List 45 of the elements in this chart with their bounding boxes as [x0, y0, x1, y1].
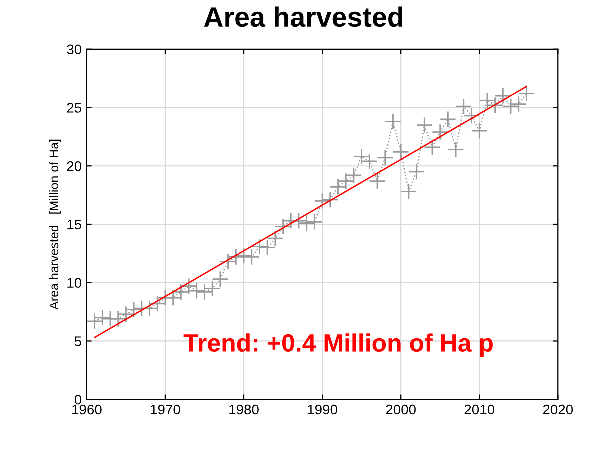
x-tick-label: 1980: [230, 404, 259, 415]
point: [463, 108, 480, 124]
point: [94, 310, 111, 326]
point: [86, 313, 104, 330]
y-tick-label: 20: [67, 161, 82, 172]
y-tick-label: 25: [67, 103, 82, 113]
point: [408, 164, 426, 180]
x-tick-label: 2000: [386, 404, 416, 415]
chart-title: Area harvested: [204, 6, 403, 28]
annotation: Trend: +0.4 Million of Ha p: [184, 334, 493, 357]
point: [440, 111, 457, 128]
y-tick-label: 30: [67, 44, 82, 55]
point: [448, 141, 464, 158]
point: [322, 192, 339, 208]
x-tick-label: 1990: [308, 404, 338, 415]
point: [290, 212, 308, 230]
point: [416, 116, 433, 134]
point: [361, 153, 378, 170]
y-axis-title: Area harvested [Million of Ha]: [49, 140, 62, 310]
point: [188, 282, 206, 300]
y-tick-label: 5: [74, 336, 82, 346]
point: [306, 214, 324, 230]
point: [298, 215, 316, 232]
point: [456, 98, 472, 115]
y-tick-label: 0: [74, 394, 82, 405]
point: [377, 150, 394, 166]
point: [432, 124, 449, 141]
point: [314, 192, 331, 210]
point: [424, 139, 441, 156]
point: [471, 122, 488, 140]
point: [479, 92, 496, 110]
x-tick-label: 1970: [151, 404, 180, 415]
x-tick-label: 2010: [464, 404, 495, 415]
x-tick-label: 2020: [543, 404, 574, 415]
x-tick-label: 1960: [72, 404, 102, 415]
point: [392, 144, 410, 160]
y-tick-label: 10: [68, 278, 82, 288]
point: [353, 148, 370, 166]
point: [400, 183, 418, 200]
y-tick-label: 15: [68, 220, 82, 230]
point: [196, 284, 214, 301]
point: [502, 98, 520, 115]
point: [384, 113, 402, 130]
point: [369, 172, 386, 190]
point: [236, 248, 252, 264]
